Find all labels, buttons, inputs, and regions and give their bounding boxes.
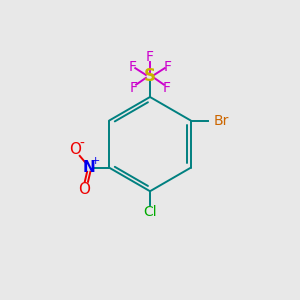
Text: F: F xyxy=(146,50,154,64)
Text: O: O xyxy=(78,182,90,197)
Text: Cl: Cl xyxy=(143,205,157,219)
Text: F: F xyxy=(128,60,136,74)
Text: F: F xyxy=(164,60,172,74)
Text: O: O xyxy=(69,142,81,157)
Text: S: S xyxy=(144,68,156,85)
Text: -: - xyxy=(80,137,85,151)
Text: F: F xyxy=(129,81,137,94)
Text: +: + xyxy=(90,156,100,166)
Text: Br: Br xyxy=(214,114,229,128)
Text: N: N xyxy=(82,160,95,175)
Text: F: F xyxy=(163,81,171,94)
